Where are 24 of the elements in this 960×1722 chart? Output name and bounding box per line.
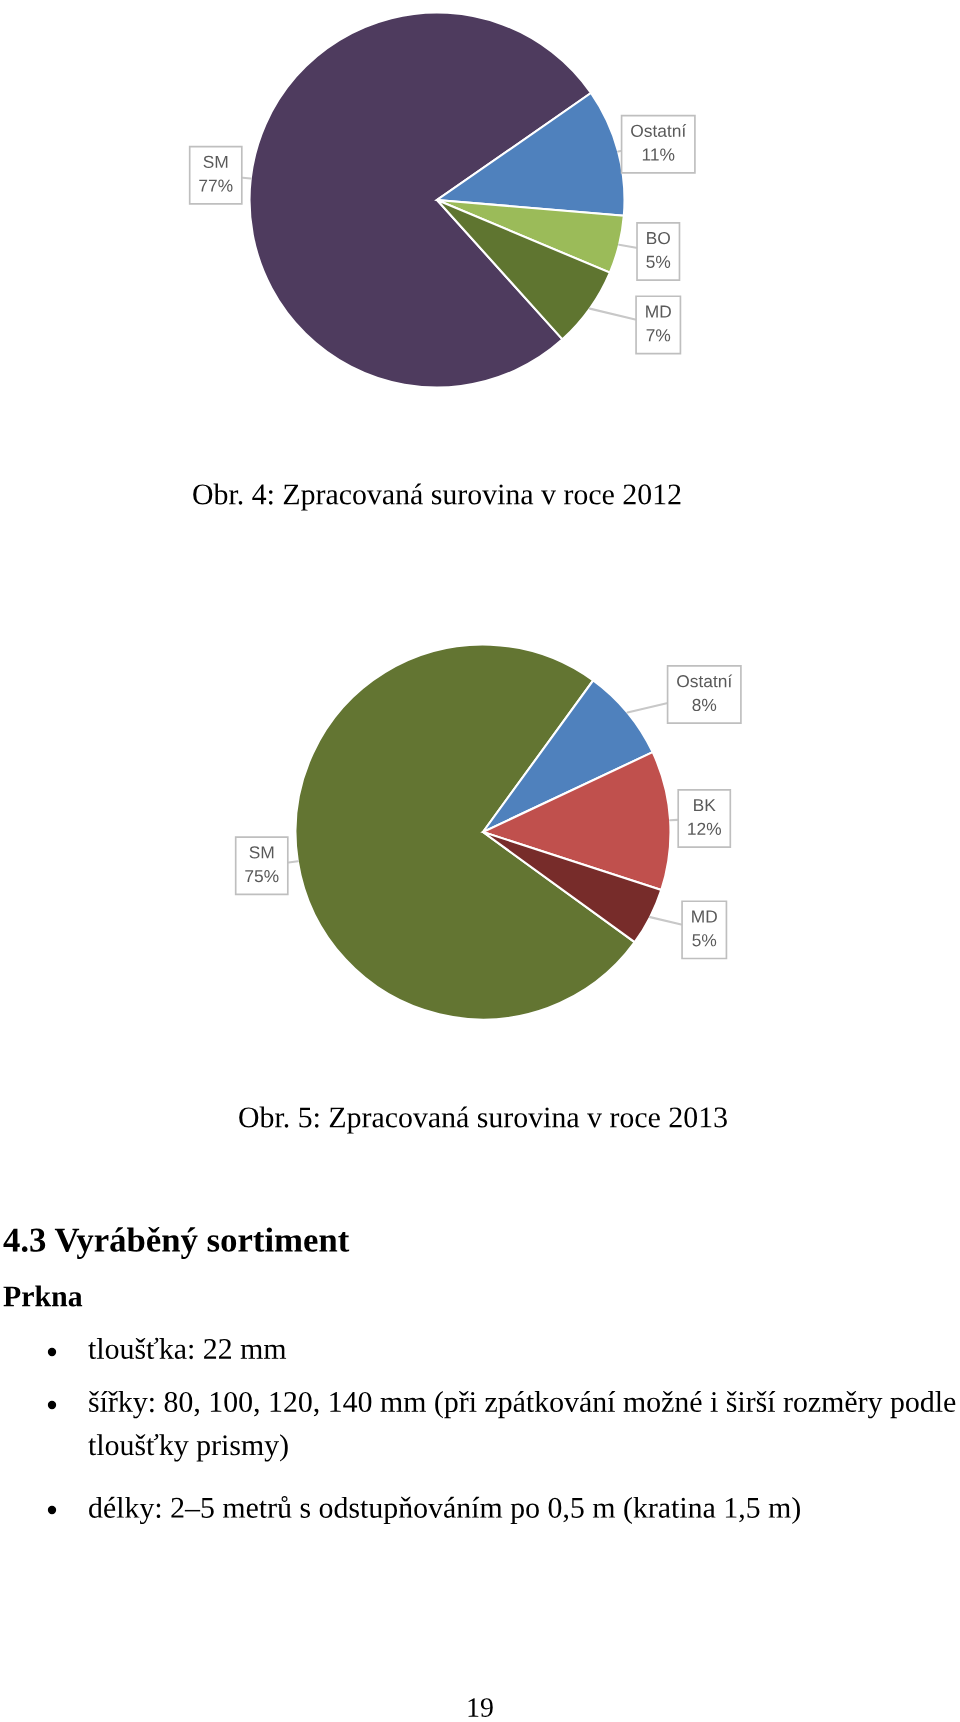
text: délky: 2–5 metrů s odstupňováním po 0,5 m (kratina 1,5 m) xyxy=(89,1496,800,1525)
data-label: 77% xyxy=(199,179,233,192)
data-label: 8% xyxy=(692,698,717,712)
data-label: 12% xyxy=(688,822,722,835)
slice-label: Ostatní xyxy=(631,124,687,137)
data-label: 7% xyxy=(646,329,671,342)
slice-label: BK xyxy=(694,799,716,812)
text: Obr. 4: Zpracovaná surovina v roce 2012 xyxy=(193,483,681,511)
slice-label: BO xyxy=(647,231,670,245)
data-label: 5% xyxy=(646,255,671,268)
data-label: 5% xyxy=(692,934,717,947)
text: 19 xyxy=(468,1698,493,1717)
text: Prkna xyxy=(3,1285,83,1307)
text: tloušťka: 22 mm xyxy=(88,1337,287,1360)
slice-label: SM xyxy=(249,846,274,859)
data-label: 75% xyxy=(245,870,279,883)
slice-label: MD xyxy=(692,910,717,923)
slice-label: Ostatní xyxy=(677,674,733,688)
text: Obr. 5: Zpracovaná surovina v roce 2013 xyxy=(239,1106,727,1134)
slice-label: SM xyxy=(203,155,228,169)
text: šířky: 80, 100, 120, 140 mm (při zpátkování možné i širší rozměry podle tloušťky prismy) xyxy=(88,1391,956,1462)
data-label: 11% xyxy=(642,148,675,161)
slice-label: MD xyxy=(646,305,671,318)
text: 4.3 Vyráběný sortiment xyxy=(3,1227,350,1259)
